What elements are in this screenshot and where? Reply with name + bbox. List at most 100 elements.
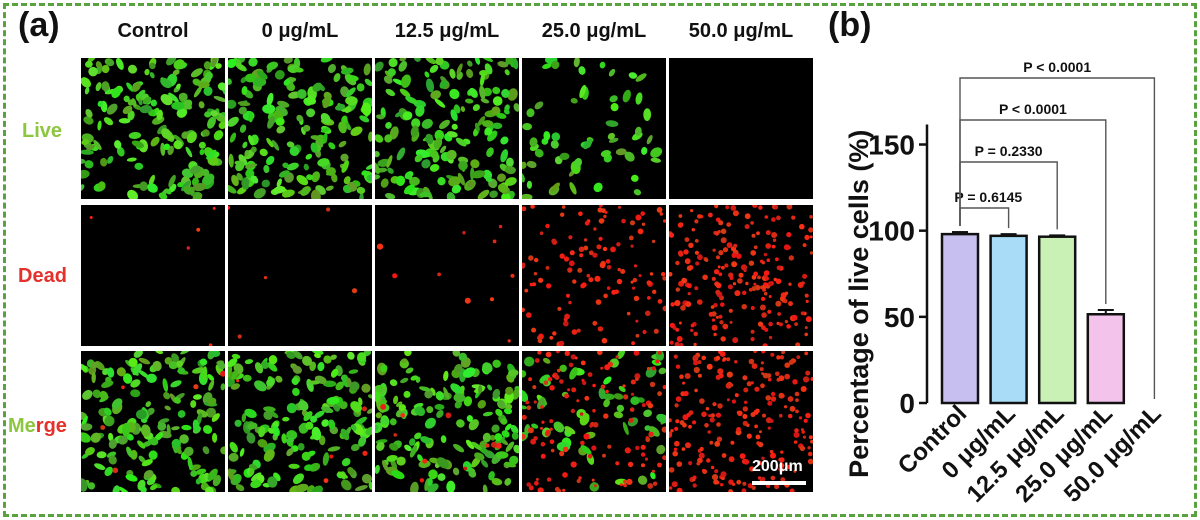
dead-cell bbox=[572, 279, 577, 284]
live-cell bbox=[389, 379, 398, 387]
dead-cell bbox=[710, 305, 715, 309]
dead-cell bbox=[533, 400, 537, 404]
live-cell bbox=[118, 486, 130, 492]
dead-cell bbox=[731, 482, 736, 486]
live-cell bbox=[375, 161, 381, 174]
dead-cell bbox=[562, 488, 566, 492]
live-cell bbox=[83, 116, 94, 125]
dead-cell bbox=[576, 328, 581, 333]
dead-cell bbox=[208, 343, 213, 346]
dead-cell bbox=[775, 257, 779, 262]
live-cell bbox=[317, 158, 330, 167]
live-cell bbox=[391, 470, 405, 480]
dead-cell bbox=[715, 289, 721, 295]
dead-cell bbox=[765, 395, 771, 401]
dead-cell bbox=[793, 431, 800, 438]
live-cell bbox=[481, 459, 489, 468]
live-cell bbox=[494, 436, 506, 445]
live-cell bbox=[107, 367, 115, 378]
live-cell bbox=[656, 413, 666, 424]
live-cell bbox=[342, 185, 351, 193]
live-cell bbox=[396, 456, 406, 466]
live-cell bbox=[522, 122, 532, 131]
dead-cell bbox=[741, 488, 747, 492]
dead-cell bbox=[731, 261, 738, 268]
dead-cell bbox=[770, 396, 777, 402]
bar bbox=[1037, 235, 1077, 405]
live-cell bbox=[491, 477, 503, 486]
live-cell bbox=[278, 170, 290, 178]
dead-cell bbox=[603, 413, 609, 419]
live-cell bbox=[173, 397, 181, 404]
dead-cell bbox=[579, 253, 584, 258]
live-cell bbox=[463, 396, 473, 407]
live-cell bbox=[628, 72, 638, 79]
live-cell bbox=[141, 459, 153, 467]
dead-cell bbox=[748, 358, 755, 365]
dead-cell bbox=[798, 416, 803, 420]
dead-cell bbox=[795, 409, 799, 414]
live-cell bbox=[359, 115, 370, 123]
dead-cell bbox=[557, 306, 562, 311]
dead-cell bbox=[756, 441, 761, 446]
dead-cell bbox=[617, 267, 621, 272]
micrograph-tile bbox=[522, 58, 666, 199]
live-cell bbox=[404, 351, 412, 357]
live-cell bbox=[166, 58, 177, 66]
dead-cell bbox=[693, 331, 698, 337]
live-cell bbox=[145, 401, 152, 408]
live-cell bbox=[148, 450, 158, 460]
live-cell bbox=[427, 483, 439, 492]
live-cell bbox=[117, 435, 128, 445]
dead-cell bbox=[532, 385, 537, 390]
dead-cell bbox=[761, 325, 766, 330]
live-cell bbox=[375, 424, 379, 432]
dead-cell bbox=[709, 417, 715, 423]
dead-cell bbox=[540, 453, 546, 459]
dead-cell bbox=[770, 452, 776, 459]
live-cell bbox=[150, 484, 158, 491]
live-cell bbox=[159, 418, 170, 423]
dead-cell bbox=[647, 403, 654, 409]
live-cell bbox=[138, 455, 146, 463]
dead-cell bbox=[788, 413, 793, 419]
live-cell bbox=[126, 433, 134, 441]
live-cell bbox=[147, 183, 158, 193]
dead-cell bbox=[614, 289, 619, 295]
live-cell bbox=[367, 394, 372, 399]
live-cell bbox=[366, 174, 372, 181]
live-cell bbox=[155, 351, 164, 355]
dead-cell bbox=[708, 212, 713, 218]
dead-cell bbox=[706, 458, 711, 463]
y-tick-label: 0 bbox=[899, 388, 915, 419]
dead-cell bbox=[564, 351, 570, 356]
live-cell bbox=[195, 478, 201, 485]
live-cell bbox=[234, 419, 242, 427]
live-cell bbox=[469, 87, 478, 98]
live-cell bbox=[578, 66, 586, 75]
live-cell bbox=[451, 184, 462, 194]
live-cell bbox=[482, 169, 493, 180]
dead-cell bbox=[796, 355, 801, 359]
dead-cell bbox=[641, 463, 645, 468]
live-cell bbox=[491, 122, 503, 130]
live-cell bbox=[168, 92, 179, 103]
live-cell bbox=[156, 109, 163, 121]
live-cell bbox=[500, 136, 509, 145]
dead-cell bbox=[393, 433, 397, 437]
live-cell bbox=[551, 182, 560, 192]
dead-cell bbox=[543, 380, 549, 385]
dead-cell bbox=[688, 242, 694, 248]
dead-cell bbox=[624, 447, 631, 454]
dead-cell bbox=[596, 244, 602, 250]
dead-cell bbox=[552, 374, 556, 378]
dead-cell bbox=[580, 440, 585, 446]
dead-cell bbox=[597, 207, 603, 213]
live-cell bbox=[385, 121, 392, 129]
live-cell bbox=[138, 369, 150, 379]
dead-cell bbox=[600, 384, 606, 390]
micrograph-tile bbox=[669, 205, 813, 346]
live-cell bbox=[405, 96, 418, 105]
live-cell bbox=[176, 360, 184, 368]
live-cell bbox=[501, 430, 510, 438]
